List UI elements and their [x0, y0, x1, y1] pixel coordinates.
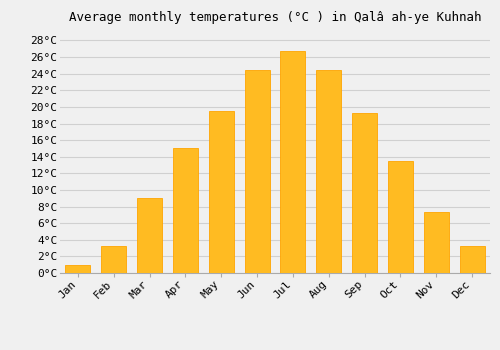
- Bar: [244, 70, 270, 273]
- Bar: [460, 246, 484, 273]
- Title: Average monthly temperatures (°C ) in Qalâ ah-ye Kuhnah: Average monthly temperatures (°C ) in Qa…: [69, 11, 481, 24]
- Bar: [316, 70, 342, 273]
- Bar: [66, 265, 90, 273]
- Bar: [101, 246, 126, 273]
- Bar: [208, 111, 234, 273]
- Bar: [137, 198, 162, 273]
- Bar: [280, 51, 305, 273]
- Bar: [388, 161, 413, 273]
- Bar: [352, 113, 377, 273]
- Bar: [173, 148, 198, 273]
- Bar: [424, 212, 449, 273]
